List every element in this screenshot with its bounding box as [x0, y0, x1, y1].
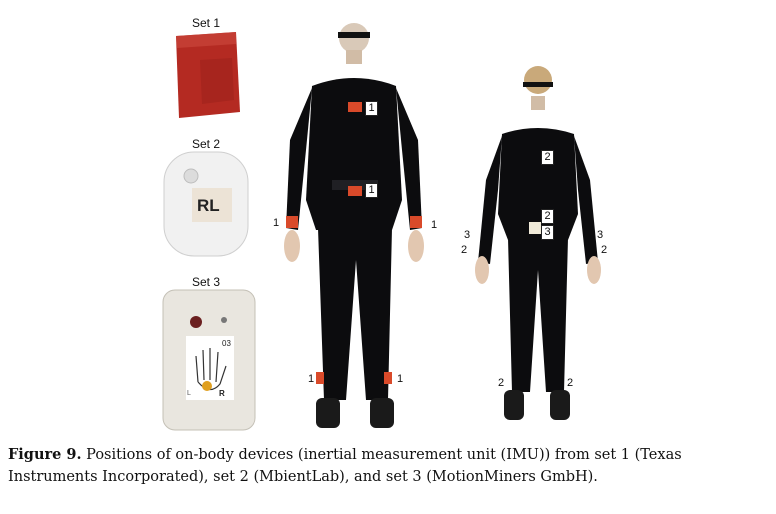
- p2-label-left-arm-set3: 3: [597, 229, 604, 241]
- set3-device-side: R: [219, 389, 225, 398]
- p2-label-chest: 2: [541, 150, 554, 165]
- caption-label: Figure 9.: [8, 446, 82, 463]
- p1-label-waist: 1: [365, 183, 378, 198]
- set3-device-side-left: L: [187, 390, 191, 397]
- p1-label-right-ankle: 1: [308, 373, 315, 385]
- person-1: [284, 23, 424, 428]
- set3-title: Set 3: [192, 275, 221, 289]
- p1-label-left-wrist: 1: [431, 219, 438, 231]
- p2-label-waist-set3: 3: [541, 225, 554, 240]
- set3-device: [162, 289, 256, 431]
- p2-label-right-arm-set3: 3: [464, 229, 471, 241]
- person-2: [475, 66, 601, 420]
- p2-label-left-ankle: 2: [567, 377, 574, 389]
- p2-label-right-ankle: 2: [498, 377, 505, 389]
- p2-label-left-wrist-set2: 2: [601, 244, 608, 256]
- p2-label-waist-set2: 2: [541, 209, 554, 224]
- set2-title: Set 2: [192, 137, 221, 151]
- p2-label-right-wrist-set2: 2: [461, 244, 468, 256]
- p1-label-right-wrist: 1: [273, 217, 280, 229]
- set1-title: Set 1: [192, 16, 221, 30]
- p1-label-chest: 1: [365, 101, 378, 116]
- set2-device-label: RL: [197, 196, 220, 215]
- set1-device: [176, 32, 240, 118]
- caption-text: Positions of on-body devices (inertial m…: [8, 447, 682, 485]
- p1-label-left-ankle: 1: [397, 373, 404, 385]
- figure-caption: Figure 9. Positions of on-body devices (…: [8, 444, 768, 488]
- set2-device: [163, 151, 249, 257]
- set3-device-code: 03: [222, 339, 231, 348]
